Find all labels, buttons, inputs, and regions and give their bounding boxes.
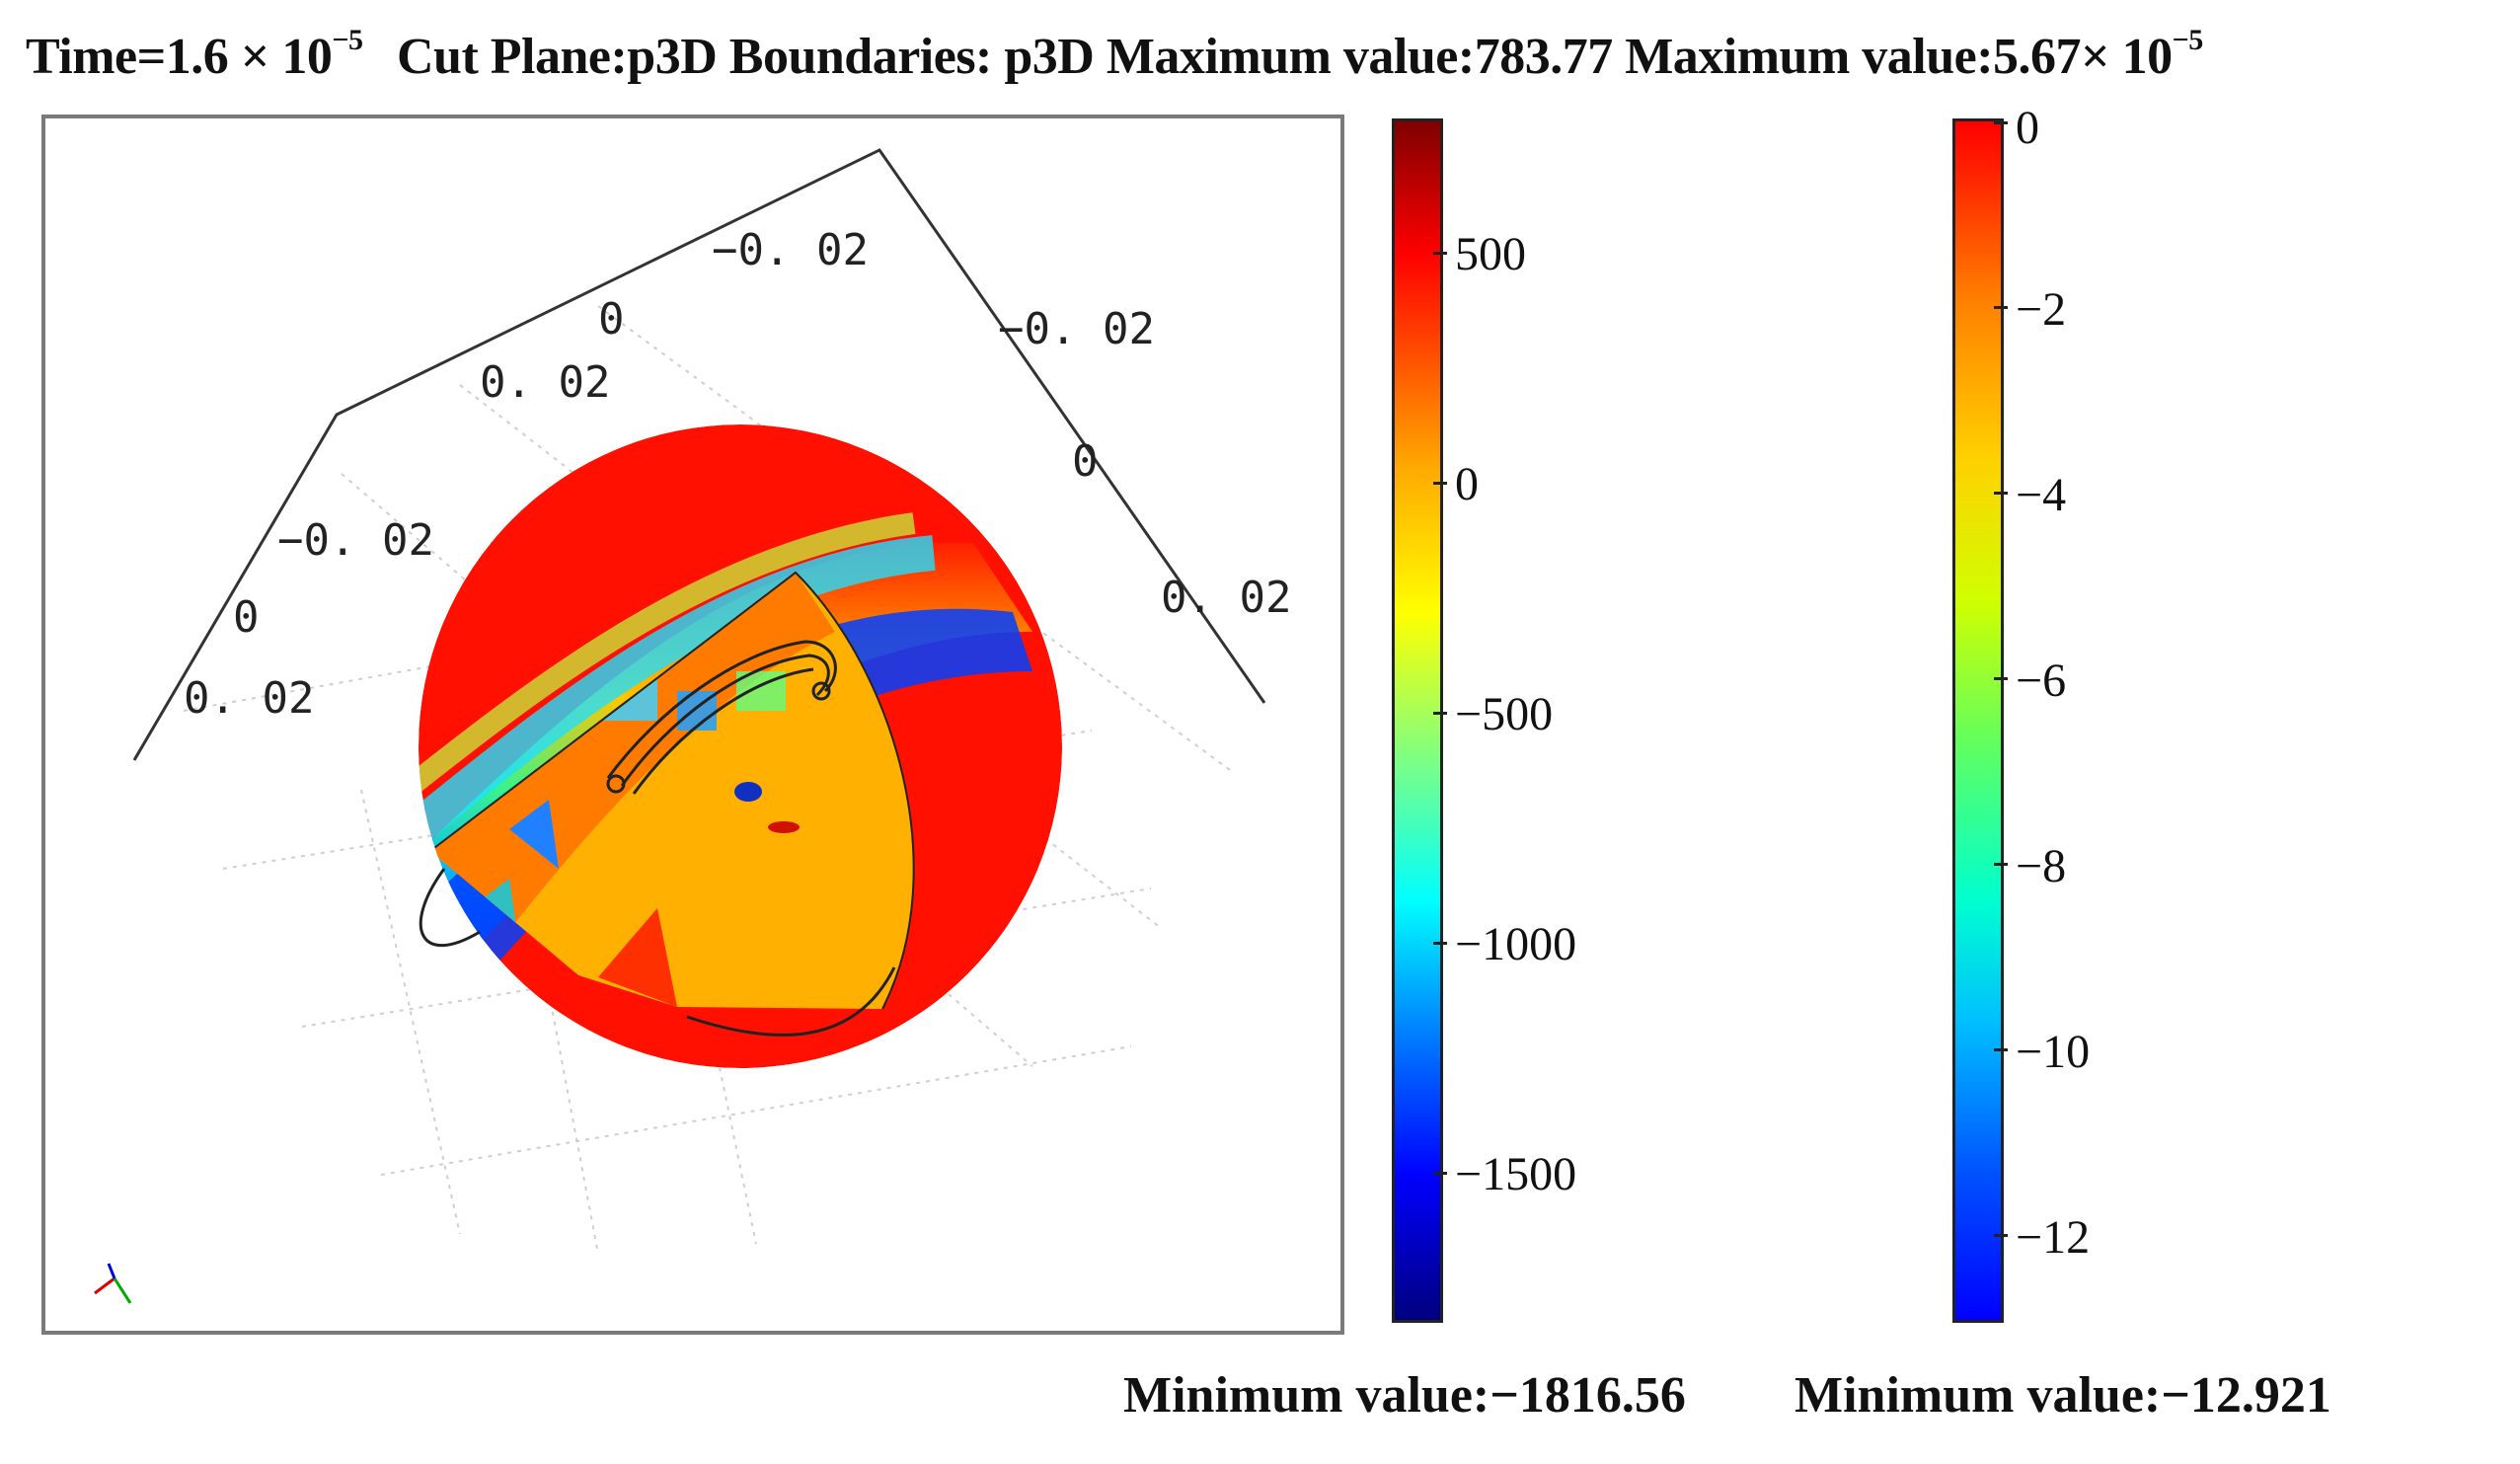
cut-plane-label: Cut Plane:p3D: [396, 29, 718, 85]
cb2-tick: [1994, 863, 2008, 866]
cb2-tick: [1994, 1048, 2008, 1051]
plot-title: Time=1.6 × 10−5 Cut Plane:p3D Boundaries…: [26, 24, 2203, 86]
axis-label-top-b: 0: [598, 294, 625, 345]
axis-label-right-a: −0. 02: [998, 304, 1155, 354]
cb2-tick: [1994, 492, 2008, 495]
cb1-tick-label: −1000: [1455, 918, 1577, 970]
max-value-2: Maximum value:5.67× 10: [1625, 29, 2173, 85]
coordinate-triad-icon: [94, 1263, 132, 1304]
3d-viewport[interactable]: −0. 02 0 0. 02 −0. 02 0 0. 02 −0. 02 0 0…: [41, 115, 1344, 1335]
axis-label-right-c: 0. 02: [1161, 573, 1291, 623]
cb2-tick-label: −2: [2016, 283, 2067, 336]
boundary-outline: [419, 868, 896, 1037]
axis-label-top-c: 0. 02: [480, 357, 610, 408]
colorbar-secondary: [1952, 118, 2004, 1323]
cb2-tick-label: −10: [2016, 1026, 2091, 1078]
coil-shape: [606, 640, 837, 795]
max-value-1: Maximum value:783.77: [1106, 29, 1613, 85]
time-exponent: −5: [332, 23, 363, 56]
sphere-surface: [419, 424, 1062, 1068]
max-value-2-exponent: −5: [2172, 23, 2204, 56]
cb1-tick-label: −1500: [1455, 1148, 1577, 1200]
axis-label-left-b: 0: [233, 592, 260, 643]
cb2-tick: [1994, 121, 2008, 124]
axis-label-right-b: 0: [1072, 436, 1099, 487]
min-value-2: Minimum value:−12.921: [1795, 1367, 2331, 1424]
cb2-tick-label: −12: [2016, 1211, 2091, 1264]
cb1-tick: [1433, 712, 1447, 715]
axis-label-left-a: −0. 02: [277, 515, 434, 566]
cb2-tick-label: −8: [2016, 840, 2067, 892]
colorbar-primary: [1392, 118, 1443, 1323]
cb1-tick: [1433, 252, 1447, 255]
scene-svg: −0. 02 0 0. 02 −0. 02 0 0. 02 −0. 02 0 0…: [94, 148, 1291, 1304]
cb1-tick-label: 500: [1455, 228, 1526, 280]
cb2-tick: [1994, 677, 2008, 680]
cb2-tick: [1994, 306, 2008, 309]
cb1-tick: [1433, 1172, 1447, 1175]
min-value-1: Minimum value:−1816.56: [1123, 1367, 1686, 1424]
cb2-tick: [1994, 1234, 2008, 1237]
cb2-tick-label: −4: [2016, 469, 2067, 521]
cb1-tick-label: 0: [1455, 458, 1479, 510]
cb1-tick-label: −500: [1455, 688, 1554, 740]
time-label: Time=1.6 × 10: [26, 29, 333, 85]
boundaries-label: Boundaries: p3D: [728, 29, 1095, 85]
cb1-tick: [1433, 482, 1447, 485]
cb2-tick-label: 0: [2016, 102, 2039, 154]
cb1-tick: [1433, 942, 1447, 945]
axis-label-top-a: −0. 02: [712, 225, 869, 275]
axis-label-left-c: 0. 02: [184, 673, 314, 724]
bounding-box: [132, 148, 1266, 761]
cb2-tick-label: −6: [2016, 655, 2067, 707]
